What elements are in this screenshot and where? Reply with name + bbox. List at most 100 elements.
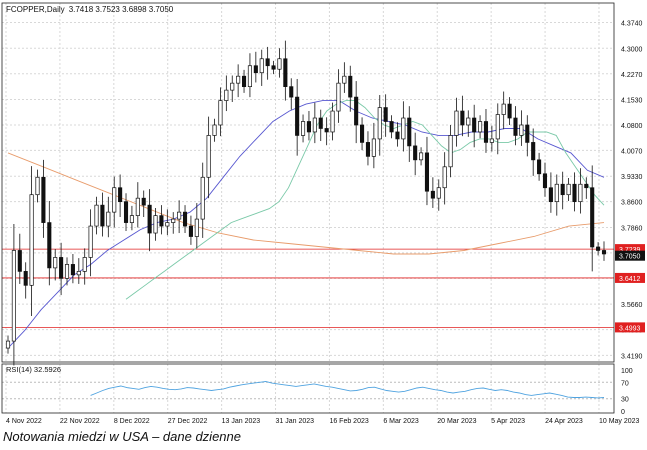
rsi-label: RSI(14) 32.5926: [6, 365, 61, 374]
date-tick-label: 4 Nov 2022: [6, 418, 42, 425]
candle-up: [554, 183, 559, 203]
candle-down: [188, 225, 193, 237]
date-tick-label: 31 Jan 2023: [276, 418, 315, 425]
candle-up: [401, 117, 406, 140]
timeframe-label: ,Daily: [45, 5, 65, 14]
rsi-line: [90, 381, 605, 399]
candle-up: [135, 197, 140, 216]
candle-up: [442, 166, 447, 189]
sma-mid-line: [7, 100, 605, 349]
price-tick-label: 4.1530: [621, 98, 643, 105]
candle-up: [466, 117, 471, 126]
sma-long-line: [7, 152, 605, 255]
date-tick-label: 20 Mar 2023: [437, 418, 476, 425]
candle-down: [365, 142, 371, 157]
candle-up: [342, 75, 347, 84]
rsi-tick-label: 70: [621, 380, 629, 387]
candle-down: [100, 204, 105, 227]
last-price-label-bg: [615, 250, 645, 261]
candle-down: [241, 75, 247, 88]
candle-up: [106, 211, 111, 227]
candle-up: [53, 257, 58, 269]
candle-down: [41, 176, 46, 223]
date-tick-label: 5 Apr 2023: [491, 418, 525, 425]
candle-down: [601, 250, 607, 255]
candle-up: [82, 257, 87, 272]
date-tick-label: 24 Apr 2023: [545, 418, 583, 425]
candle-down: [283, 58, 288, 88]
candle-down: [123, 201, 129, 223]
candle-up: [454, 110, 459, 136]
candle-up: [330, 110, 335, 133]
date-tick-label: 27 Dec 2022: [168, 418, 208, 425]
candle-down: [265, 58, 270, 67]
candle-up: [153, 215, 158, 234]
rsi-tick-label: 0: [621, 409, 625, 416]
level-label-bg: [615, 244, 645, 255]
candle-down: [430, 190, 435, 199]
candle-down: [584, 183, 589, 189]
price-tick-label: 4.0070: [621, 148, 643, 155]
price-tick-label: 4.2270: [621, 72, 643, 79]
candle-up: [312, 117, 317, 133]
candle-up: [64, 264, 70, 279]
candle-down: [360, 124, 365, 143]
date-tick-label: 8 Dec 2022: [114, 418, 150, 425]
candle-up: [489, 138, 494, 143]
candle-down: [548, 187, 553, 203]
date-tick-label: 16 Feb 2023: [329, 418, 368, 425]
sma-short-line: [125, 100, 605, 300]
candle-down: [147, 204, 152, 234]
candle-down: [395, 131, 400, 140]
date-tick-label: 10 May 2023: [599, 418, 640, 425]
candle-down: [560, 183, 565, 196]
candle-up: [259, 58, 264, 74]
chart-header: FCOPPER,Daily 3.7418 3.7523 3.6898 3.7050: [6, 5, 174, 14]
candle-up: [371, 138, 376, 157]
candle-down: [70, 264, 75, 276]
price-tick-label: 3.8600: [621, 200, 643, 207]
rsi-tick-label: 30: [621, 397, 629, 404]
date-tick-label: 22 Nov 2022: [60, 418, 100, 425]
candle-down: [389, 121, 394, 133]
candle-up: [519, 124, 524, 136]
candle-down: [513, 117, 518, 136]
candle-down: [572, 183, 577, 203]
candle-down: [318, 117, 323, 129]
candle-up: [112, 187, 117, 213]
candle-up: [336, 82, 341, 112]
candle-down: [306, 121, 312, 133]
level-label-bg: [615, 322, 645, 333]
rsi-panel-frame: [1, 363, 615, 414]
candle-up: [495, 114, 500, 140]
candle-down: [424, 152, 430, 192]
level-label: 3.6412: [619, 276, 641, 283]
candle-down: [253, 65, 258, 74]
rsi-tick-label: 100: [621, 368, 633, 375]
candle-down: [354, 96, 359, 126]
candle-up: [566, 183, 571, 196]
price-tick-label: 3.7860: [621, 225, 643, 232]
candle-up: [171, 218, 176, 223]
candle-down: [596, 246, 601, 251]
price-tick-label: 4.3000: [621, 46, 643, 53]
candle-down: [23, 271, 28, 286]
candle-down: [141, 197, 146, 206]
candle-up: [578, 183, 583, 203]
candle-down: [413, 145, 418, 161]
candle-down: [324, 128, 329, 133]
candle-up: [247, 65, 252, 88]
candle-up: [230, 82, 235, 91]
candle-down: [348, 75, 353, 98]
candle-down: [118, 187, 123, 203]
candle-down: [295, 96, 300, 136]
date-tick-label: 13 Jan 2023: [222, 418, 261, 425]
date-tick-label: 6 Mar 2023: [383, 418, 419, 425]
candle-down: [47, 222, 52, 269]
last-price-label: 3.7050: [619, 254, 641, 261]
price-tick-label: 3.4190: [621, 353, 643, 360]
candle-up: [194, 218, 199, 237]
candle-down: [525, 124, 530, 143]
price-tick-label: 3.5660: [621, 302, 643, 309]
candle-down: [159, 215, 164, 227]
